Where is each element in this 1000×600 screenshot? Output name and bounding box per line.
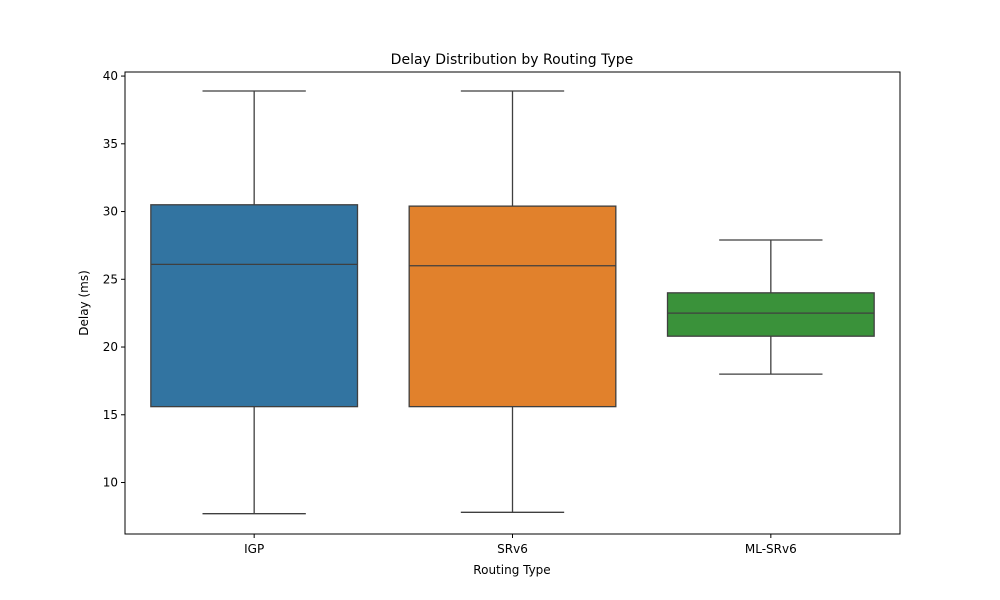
y-tick-label: 20 — [103, 340, 118, 354]
y-tick-label: 15 — [103, 408, 118, 422]
y-tick-label: 35 — [103, 137, 118, 151]
x-tick-label: ML-SRv6 — [745, 542, 797, 556]
y-axis: 10 15 20 25 30 35 40 — [103, 69, 125, 490]
box-group-ml-srv6 — [666, 239, 875, 375]
y-tick-label: 30 — [103, 205, 118, 219]
box-igp — [150, 204, 359, 408]
box-ml-srv6 — [666, 292, 875, 337]
chart-title: Delay Distribution by Routing Type — [391, 52, 634, 68]
x-axis-label: Routing Type — [473, 563, 550, 577]
x-tick-label: IGP — [244, 542, 264, 556]
y-tick-label: 25 — [103, 272, 118, 286]
y-tick-label: 10 — [103, 476, 118, 490]
y-axis-label: Delay (ms) — [77, 270, 91, 336]
box-srv6 — [408, 205, 617, 408]
box-group-srv6 — [408, 90, 617, 513]
y-tick-label: 40 — [103, 69, 118, 83]
x-tick-label: SRv6 — [497, 542, 528, 556]
box-group-igp — [150, 90, 359, 515]
x-axis: IGP SRv6 ML-SRv6 — [244, 534, 797, 556]
plot-content — [150, 90, 875, 515]
